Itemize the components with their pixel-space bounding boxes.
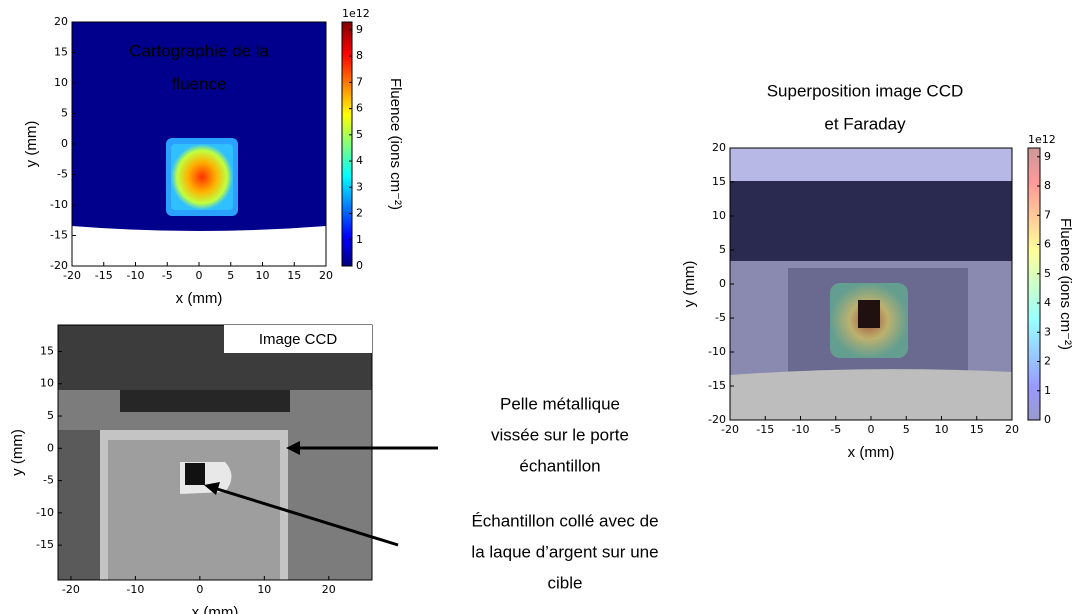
y-tick-label: -5: [57, 168, 68, 181]
colorbar-offset: 1e12: [1028, 133, 1056, 146]
colorbar-label: Fluence (ions cm⁻²): [387, 78, 404, 210]
y-tick-label: 15: [40, 344, 54, 357]
y-tick-label: -5: [715, 311, 726, 324]
y-tick-label: 10: [54, 76, 68, 89]
colorbar-tick-label: 7: [1044, 208, 1051, 221]
colorbar-tick-label: 3: [356, 180, 363, 193]
colorbar-tick-label: 3: [1044, 325, 1051, 338]
x-tick-label: -15: [756, 423, 774, 436]
x-tick-label: -5: [162, 269, 173, 282]
colorbar-tick-label: 7: [356, 75, 363, 88]
x-tick-label: 10: [257, 583, 271, 596]
y-tick-label: -15: [708, 379, 726, 392]
x-tick-label: -20: [63, 269, 81, 282]
y-axis-label: y (mm): [9, 429, 26, 476]
colorbar-tick-label: 2: [1044, 355, 1051, 368]
y-tick-label: -15: [50, 229, 68, 242]
colorbar-offset: 1e12: [342, 7, 370, 20]
fluence-map: [72, 22, 326, 266]
x-tick-label: 20: [319, 269, 333, 282]
y-tick-label: 10: [712, 209, 726, 222]
colorbar: [341, 21, 353, 267]
colorbar-tick-label: 2: [356, 207, 363, 220]
x-tick-label: 5: [903, 423, 910, 436]
x-tick-label: -10: [127, 269, 145, 282]
colorbar-tick-label: 8: [356, 49, 363, 62]
x-tick-label: 15: [287, 269, 301, 282]
colorbar-tick-label: 5: [1044, 267, 1051, 280]
x-tick-label: 5: [227, 269, 234, 282]
x-tick-label: -15: [95, 269, 113, 282]
x-tick-label: 15: [970, 423, 984, 436]
colorbar-tick-label: 4: [1044, 296, 1051, 309]
y-tick-label: 15: [54, 46, 68, 59]
annotation: vissée sur le porte: [491, 425, 629, 444]
y-tick-label: -5: [43, 474, 54, 487]
colorbar-tick-label: 1: [356, 233, 363, 246]
x-tick-label: -10: [792, 423, 810, 436]
y-tick-label: -15: [36, 538, 54, 551]
y-tick-label: 5: [47, 409, 54, 422]
x-tick-label: 10: [935, 423, 949, 436]
y-tick-label: 0: [719, 277, 726, 290]
x-tick-label: -20: [721, 423, 739, 436]
y-tick-label: -20: [708, 413, 726, 426]
x-tick-label: 0: [868, 423, 875, 436]
colorbar-tick-label: 0: [356, 259, 363, 272]
y-tick-label: 5: [61, 107, 68, 120]
annotation: échantillon: [519, 456, 600, 475]
colorbar-tick-label: 0: [1044, 413, 1051, 426]
y-tick-label: 0: [47, 441, 54, 454]
x-axis-label: x (mm): [176, 290, 223, 307]
colorbar-tick-label: 6: [1044, 238, 1051, 251]
colorbar-tick-label: 1: [1044, 384, 1051, 397]
chart-title: Superposition image CCD: [767, 81, 964, 100]
x-tick-label: 20: [322, 583, 336, 596]
x-tick-label: -10: [126, 583, 144, 596]
annotation: cible: [548, 573, 583, 592]
x-tick-label: 0: [196, 583, 203, 596]
annotation: Pelle métallique: [500, 394, 620, 413]
x-tick-label: 10: [256, 269, 270, 282]
chart-title: et Faraday: [824, 114, 906, 133]
chart-title: fluence: [172, 74, 227, 93]
y-tick-label: 20: [54, 15, 68, 28]
x-tick-label: -20: [62, 583, 80, 596]
x-axis-label: x (mm): [848, 444, 895, 461]
y-tick-label: -10: [708, 345, 726, 358]
x-axis-label: x (mm): [192, 604, 239, 614]
colorbar-tick-label: 8: [1044, 179, 1051, 192]
y-tick-label: 20: [712, 141, 726, 154]
colorbar-tick-label: 4: [356, 154, 363, 167]
y-tick-label: -20: [50, 259, 68, 272]
y-axis-label: y (mm): [23, 121, 40, 168]
y-axis-label: y (mm): [681, 261, 698, 308]
y-tick-label: 15: [712, 175, 726, 188]
colorbar: [1027, 147, 1041, 421]
annotation: Échantillon collé avec de: [471, 511, 658, 530]
x-tick-label: -5: [830, 423, 841, 436]
colorbar-tick-label: 5: [356, 128, 363, 141]
annotation-arrows: [204, 441, 438, 547]
colorbar-tick-label: 9: [1044, 150, 1051, 163]
y-tick-label: -10: [36, 506, 54, 519]
image-label: Image CCD: [259, 331, 338, 348]
y-tick-label: 5: [719, 243, 726, 256]
colorbar-label: Fluence (ions cm⁻²): [1057, 218, 1074, 350]
x-tick-label: 0: [196, 269, 203, 282]
label-box: [224, 325, 372, 353]
y-tick-label: 0: [61, 137, 68, 150]
colorbar-tick-label: 9: [356, 23, 363, 36]
x-tick-label: 20: [1005, 423, 1019, 436]
y-tick-label: 10: [40, 377, 54, 390]
ccd-image: [58, 325, 372, 580]
chart-title: Cartographie de la: [129, 41, 269, 60]
annotation: la laque d’argent sur une: [471, 542, 658, 561]
y-tick-label: -10: [50, 198, 68, 211]
colorbar-tick-label: 6: [356, 102, 363, 115]
plot-frame: [57, 324, 373, 581]
overlay-image: [730, 148, 1012, 420]
